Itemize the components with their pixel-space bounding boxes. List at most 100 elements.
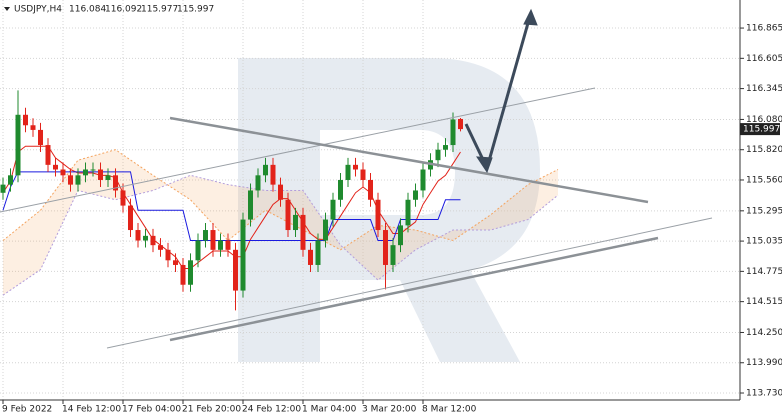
price-label: 115.997 — [743, 125, 780, 135]
candle-body — [203, 230, 208, 241]
last-open: 116.084 — [69, 5, 106, 15]
candle-body — [248, 190, 253, 220]
candle-body — [420, 169, 426, 191]
x-tick-label: 21 Feb 20:00 — [182, 405, 241, 415]
candle-body — [68, 175, 73, 185]
candle-body — [128, 205, 133, 231]
axes: 113.730 113.990 114.250 114.515 114.775 115.0… — [2, 24, 782, 415]
candle-body — [150, 235, 156, 246]
y-tick-label: 116.605 — [746, 54, 782, 64]
candle-body — [323, 219, 328, 241]
candle-body — [270, 164, 276, 185]
candle-body — [38, 129, 43, 146]
candle-body — [120, 190, 126, 206]
candle-body — [90, 169, 96, 171]
y-tick-label: 115.560 — [746, 175, 782, 185]
candle-body — [360, 169, 366, 180]
candle-body — [435, 149, 441, 161]
x-tick-label: 9 Feb 2022 — [2, 405, 52, 415]
candle-body — [240, 219, 246, 291]
candle-body — [210, 230, 216, 250]
candle-body — [165, 249, 171, 261]
candle-body — [255, 175, 261, 191]
x-tick-label: 14 Feb 12:00 — [62, 405, 121, 415]
y-tick-label: 116.080 — [746, 115, 782, 125]
candle-body — [180, 264, 186, 285]
candle-body — [143, 235, 148, 241]
last-high: 116.092 — [105, 5, 142, 15]
logo-r — [238, 58, 540, 362]
header: USDJPY,H4 116.084 116.092 115.977 115.99… — [4, 5, 214, 15]
candle-body — [218, 240, 223, 250]
candle-body — [278, 184, 283, 200]
candle-body — [233, 249, 238, 291]
candle-body — [285, 199, 291, 231]
last-close: 115.997 — [177, 5, 214, 15]
candle-body — [0, 184, 6, 193]
y-tick-label: 113.730 — [746, 389, 782, 399]
candle-body — [98, 169, 103, 180]
y-tick-label: 115.295 — [746, 206, 782, 216]
channel-line — [106, 217, 713, 349]
candle-body — [315, 240, 321, 265]
x-tick-label: 24 Feb 12:00 — [242, 405, 301, 415]
y-tick-label: 115.035 — [746, 237, 782, 247]
candle-body — [83, 169, 88, 176]
cloud-span — [2, 174, 559, 296]
candle-body — [53, 164, 58, 170]
candle-body — [368, 179, 373, 200]
candles — [0, 90, 463, 311]
y-tick-label: 116.345 — [746, 84, 782, 94]
channel-line — [0, 87, 596, 213]
candle-body — [135, 230, 141, 241]
arrow-head — [523, 8, 538, 26]
candle-body — [173, 260, 178, 265]
candle-body — [23, 114, 28, 126]
candle-body — [158, 245, 163, 250]
forecast-arrows — [464, 8, 538, 174]
cloud-span — [2, 149, 559, 251]
candle-body — [263, 164, 268, 176]
last-low: 115.977 — [141, 5, 178, 15]
y-tick-label: 114.775 — [746, 267, 782, 277]
candle-body — [345, 164, 351, 180]
candle-body — [330, 199, 336, 220]
cloud — [2, 149, 559, 296]
candle-body — [405, 199, 411, 226]
arrow-head — [476, 156, 493, 174]
candle-body — [375, 199, 381, 231]
watermark — [238, 58, 540, 362]
candle-body — [458, 118, 463, 130]
x-tick-label: 3 Mar 20:00 — [362, 405, 417, 415]
candle-body — [293, 214, 298, 231]
candle-body — [225, 240, 231, 250]
trend-line — [169, 236, 659, 342]
y-tick-label: 116.865 — [746, 24, 782, 34]
candle-body — [338, 179, 343, 200]
candle-body — [105, 175, 111, 180]
indicator-line — [2, 145, 461, 269]
candle-body — [45, 145, 51, 165]
candle-body — [75, 175, 81, 185]
y-tick-label: 114.515 — [746, 297, 782, 307]
x-tick-label: 1 Mar 04:00 — [302, 405, 357, 415]
candle-body — [413, 190, 418, 200]
candle-body — [15, 114, 21, 176]
x-tick-label: 8 Mar 12:00 — [422, 405, 477, 415]
candle-body — [390, 245, 396, 265]
header-icon — [4, 7, 10, 11]
candle-body — [60, 169, 66, 176]
y-tick-label: 114.250 — [746, 328, 782, 338]
candle-body — [450, 119, 456, 146]
candle-body — [8, 175, 13, 185]
candle-body — [30, 125, 36, 130]
price-box — [740, 123, 780, 136]
candle-body — [398, 225, 403, 246]
candle-body — [300, 214, 306, 250]
candle-body — [308, 249, 313, 265]
x-tick-label: 17 Feb 04:00 — [122, 405, 181, 415]
candle-body — [353, 164, 358, 170]
candle-body — [188, 260, 193, 285]
trendlines — [0, 87, 713, 349]
